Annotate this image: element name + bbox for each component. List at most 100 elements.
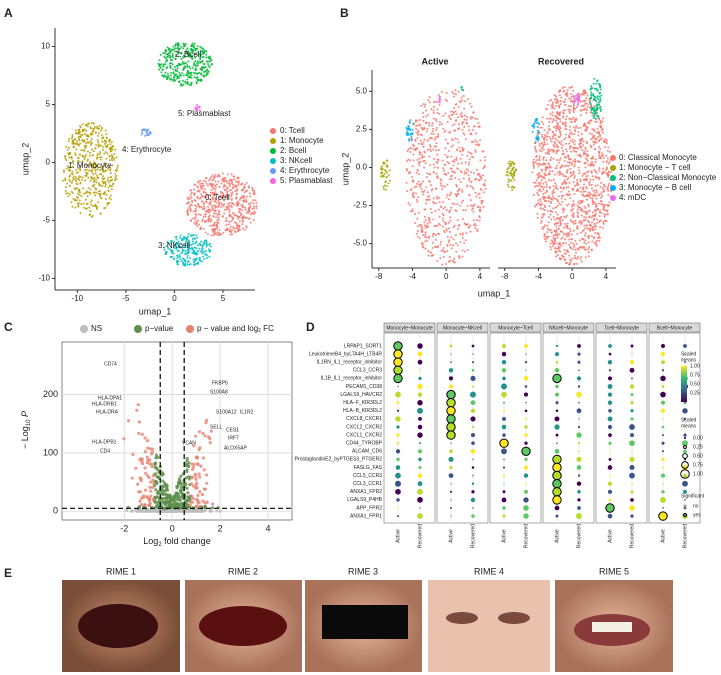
cell-point (228, 182, 231, 185)
cell-point (560, 165, 563, 168)
cell-point (196, 244, 199, 247)
cell-point (196, 45, 199, 48)
cell-point (605, 171, 608, 174)
cell-point (416, 124, 419, 127)
x-axis-label: Log2 fold change (143, 536, 210, 547)
cell-point (439, 240, 442, 243)
cell-point (210, 188, 213, 191)
cell-point (166, 56, 169, 59)
cell-point (580, 100, 583, 103)
cell-point (472, 140, 475, 143)
cell-point (602, 208, 605, 211)
cell-point (195, 205, 198, 208)
cell-point (237, 202, 240, 205)
cell-point (445, 209, 448, 212)
cell-point (481, 201, 484, 204)
cell-point (113, 158, 116, 161)
cell-point (75, 182, 78, 185)
cell-point (545, 108, 548, 111)
x-tick-label: -2 (120, 523, 128, 533)
cell-point (251, 212, 254, 215)
cell-point (463, 100, 466, 103)
cell-point (190, 76, 193, 79)
cell-point (445, 227, 448, 230)
cell-point (552, 245, 555, 248)
cell-point (546, 224, 549, 227)
legend-label: 5: Plasmablast (280, 176, 333, 185)
cell-point (509, 179, 512, 182)
axis-label-part: 10 (26, 419, 32, 426)
cell-point (96, 154, 99, 157)
cell-point (82, 202, 85, 205)
dot (554, 424, 560, 430)
gene-point (194, 483, 198, 487)
cell-point (610, 170, 613, 173)
gene-point (206, 435, 211, 439)
cell-point (442, 247, 445, 250)
cell-point (571, 205, 574, 208)
cell-point (177, 64, 180, 67)
cell-point (213, 221, 216, 224)
cell-point (182, 238, 185, 241)
cell-point (75, 131, 78, 134)
cell-point (178, 51, 181, 54)
cell-point (428, 219, 431, 222)
cell-point (423, 105, 426, 108)
cell-point (454, 176, 457, 179)
cell-point (565, 250, 568, 253)
cell-point (599, 226, 602, 229)
cell-point (100, 173, 103, 176)
cell-point (102, 193, 105, 196)
cell-point (234, 190, 237, 193)
cell-point (235, 185, 238, 188)
y-tick-label: -2.5 (353, 201, 367, 210)
facet-title: Monocyte~Monocyte (386, 325, 432, 331)
cell-point (572, 97, 575, 100)
cell-point (169, 58, 172, 61)
cell-point (422, 141, 425, 144)
cell-point (427, 113, 430, 116)
cell-point (461, 255, 464, 258)
cell-point (193, 242, 196, 245)
cell-point (64, 155, 67, 158)
dot (556, 442, 558, 445)
cell-point (168, 47, 171, 50)
cell-point (194, 60, 197, 63)
cell-point (574, 117, 577, 120)
cell-point (600, 212, 603, 215)
cell-point (552, 185, 555, 188)
cell-point (580, 260, 583, 263)
cell-point (568, 86, 571, 89)
cell-point (435, 149, 438, 152)
dot (446, 406, 456, 416)
cell-point (441, 263, 444, 266)
cell-point (408, 137, 411, 140)
cell-point (546, 130, 549, 133)
cell-point (202, 251, 205, 254)
cell-point (184, 244, 187, 247)
cell-point (94, 169, 97, 172)
cell-point (573, 163, 576, 166)
cell-point (242, 187, 245, 190)
gene-point (178, 505, 182, 509)
cell-point (595, 218, 598, 221)
cell-point (479, 159, 482, 162)
cell-point (572, 248, 575, 251)
cell-point (559, 172, 562, 175)
dot (524, 417, 528, 420)
cell-point (235, 192, 238, 195)
cell-point (199, 184, 202, 187)
cell-point (430, 108, 433, 111)
y-tick-label: -5 (43, 216, 51, 225)
cell-point (68, 156, 71, 159)
cell-point (605, 166, 608, 169)
cell-point (459, 181, 462, 184)
cell-point (479, 174, 482, 177)
cell-point (466, 223, 469, 226)
cell-point (175, 235, 178, 238)
cell-point (414, 221, 417, 224)
cell-point (448, 114, 451, 117)
cell-point (573, 158, 576, 161)
cell-point (593, 105, 596, 108)
cell-point (602, 222, 605, 225)
